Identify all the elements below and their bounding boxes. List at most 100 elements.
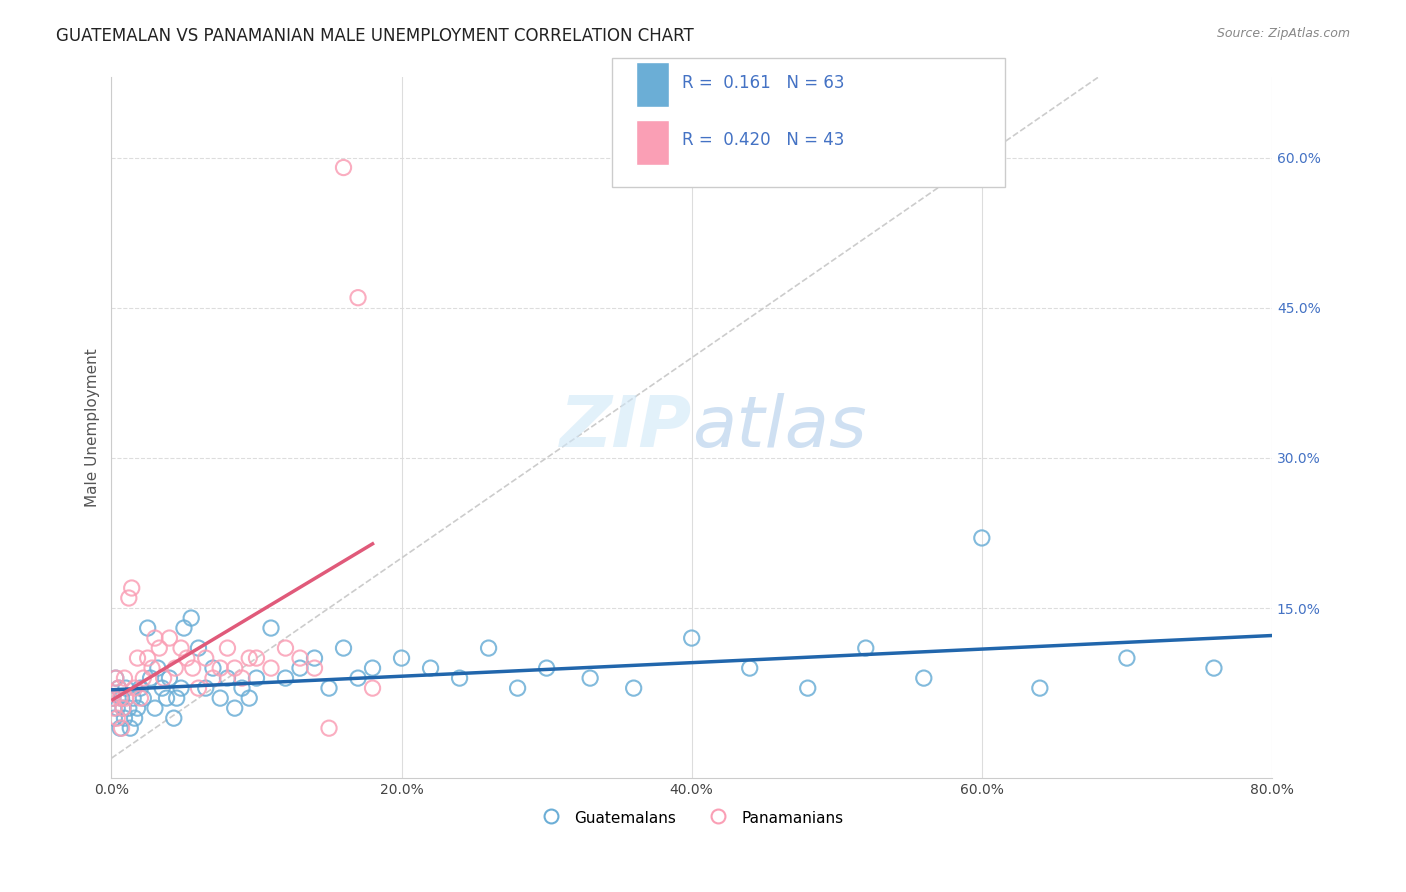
Point (115, 681, 138, 695)
Point (118, 701, 141, 715)
Point (187, 641, 209, 656)
Point (238, 691, 260, 706)
Point (391, 651, 413, 665)
Point (194, 651, 217, 665)
Text: ZIP: ZIP (560, 393, 692, 462)
Point (478, 641, 501, 656)
Point (108, 691, 131, 706)
Point (173, 621, 195, 635)
Point (101, 691, 124, 706)
Point (136, 621, 159, 635)
Point (104, 671, 127, 685)
Point (796, 681, 818, 695)
Point (118, 591, 141, 605)
Point (114, 671, 136, 685)
Point (163, 711, 186, 725)
Point (274, 641, 297, 656)
Point (245, 651, 267, 665)
Point (217, 641, 239, 656)
Point (506, 681, 529, 695)
Point (201, 671, 224, 685)
Point (103, 711, 125, 725)
Point (143, 631, 166, 645)
Point (170, 681, 193, 695)
Point (141, 661, 163, 675)
Point (121, 581, 143, 595)
Point (855, 641, 877, 656)
Point (127, 651, 149, 665)
Point (115, 691, 138, 706)
Point (217, 671, 239, 685)
Text: Source: ZipAtlas.com: Source: ZipAtlas.com (1216, 27, 1350, 40)
Point (201, 661, 224, 675)
Point (148, 641, 170, 656)
Point (738, 661, 761, 675)
Point (139, 671, 162, 685)
Point (194, 681, 217, 695)
Point (449, 671, 471, 685)
Point (209, 691, 232, 706)
Point (103, 701, 125, 715)
Point (101, 691, 124, 706)
Point (579, 671, 602, 685)
Point (1115, 651, 1137, 665)
Point (260, 621, 283, 635)
Point (288, 661, 311, 675)
Point (318, 681, 340, 695)
Point (180, 611, 202, 625)
Point (1029, 681, 1052, 695)
Point (105, 711, 128, 725)
Point (970, 531, 993, 545)
Point (104, 671, 127, 685)
Point (127, 701, 149, 715)
Point (332, 161, 354, 175)
Point (245, 671, 267, 685)
Point (105, 701, 128, 715)
Point (129, 681, 152, 695)
Point (304, 651, 326, 665)
Point (170, 641, 193, 656)
Point (347, 291, 370, 305)
Point (231, 681, 253, 695)
Point (150, 681, 173, 695)
Point (136, 651, 159, 665)
Point (132, 671, 155, 685)
Point (176, 651, 198, 665)
Text: GUATEMALAN VS PANAMANIAN MALE UNEMPLOYMENT CORRELATION CHART: GUATEMALAN VS PANAMANIAN MALE UNEMPLOYME… (56, 27, 695, 45)
Point (224, 661, 246, 675)
Point (419, 661, 441, 675)
Point (166, 691, 188, 706)
Point (288, 651, 311, 665)
Point (132, 691, 155, 706)
Point (332, 641, 354, 656)
Point (111, 701, 134, 715)
Point (129, 691, 152, 706)
Point (114, 711, 136, 725)
Point (110, 691, 132, 706)
Point (238, 651, 260, 665)
Point (304, 661, 326, 675)
Point (361, 661, 384, 675)
Point (187, 681, 209, 695)
Point (209, 661, 232, 675)
Point (124, 681, 146, 695)
Point (143, 701, 166, 715)
Point (120, 721, 142, 735)
Point (108, 721, 131, 735)
Point (107, 681, 129, 695)
Y-axis label: Male Unemployment: Male Unemployment (86, 349, 100, 508)
Point (912, 671, 935, 685)
Point (536, 661, 558, 675)
Point (1202, 661, 1225, 675)
Point (181, 661, 204, 675)
Point (122, 691, 145, 706)
Point (623, 681, 645, 695)
Point (318, 721, 340, 735)
Point (347, 671, 370, 685)
Point (124, 711, 146, 725)
Point (159, 631, 181, 645)
Point (110, 721, 132, 735)
Point (155, 691, 177, 706)
Point (146, 661, 169, 675)
Point (361, 681, 384, 695)
